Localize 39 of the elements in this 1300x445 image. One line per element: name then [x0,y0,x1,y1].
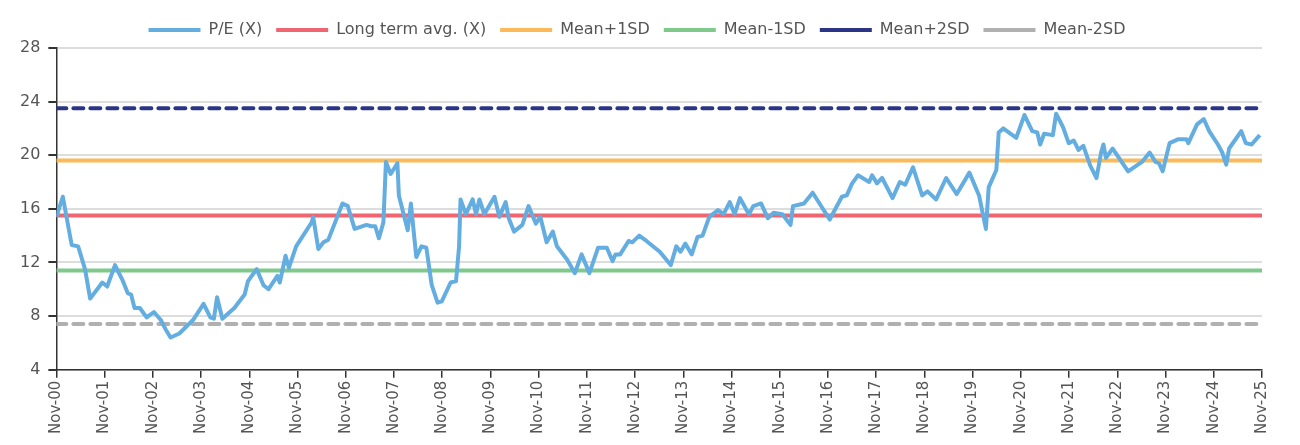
x-tick-label: Nov-00 [46,380,65,434]
y-tick-label: 28 [20,37,41,57]
x-tick-label: Nov-02 [142,380,161,434]
x-tick-label: Nov-13 [673,380,692,434]
x-tick-label: Nov-18 [914,380,933,434]
x-tick-label: Nov-23 [1155,380,1174,434]
legend-label: Mean+1SD [560,19,650,39]
x-tick-label: Nov-14 [721,380,740,434]
x-tick-label: Nov-03 [190,380,209,434]
x-tick-label: Nov-11 [576,380,595,434]
x-tick-label: Nov-07 [383,380,402,434]
legend-label: Mean-1SD [723,19,806,39]
legend-label: Long term avg. (X) [336,19,487,39]
x-tick-label: Nov-05 [287,380,306,434]
x-tick-label: Nov-01 [94,380,113,434]
legend-label: Mean+2SD [879,19,970,39]
x-tick-label: Nov-19 [962,380,981,434]
x-tick-label: Nov-10 [528,380,547,434]
x-tick-label: Nov-17 [866,380,885,434]
x-tick-label: Nov-16 [817,380,836,434]
y-tick-label: 16 [20,197,41,217]
legend-label: P/E (X) [208,19,263,39]
y-tick-label: 20 [20,144,41,164]
x-tick-label: Nov-12 [624,380,643,434]
x-tick-label: Nov-08 [432,380,451,434]
x-tick-label: Nov-24 [1203,380,1222,434]
legend-label: Mean-2SD [1043,19,1126,39]
x-tick-label: Nov-20 [1010,380,1029,434]
x-tick-label: Nov-15 [769,380,788,434]
x-tick-label: Nov-21 [1058,380,1077,434]
y-tick-label: 8 [30,305,41,325]
x-tick-label: Nov-09 [480,380,499,434]
x-tick-label: Nov-04 [239,380,258,434]
y-tick-label: 4 [30,358,41,378]
y-tick-label: 24 [20,90,41,110]
y-tick-label: 12 [20,251,41,271]
x-tick-label: Nov-22 [1107,380,1126,434]
x-tick-label: Nov-06 [335,380,354,434]
x-tick-label: Nov-25 [1251,380,1270,434]
